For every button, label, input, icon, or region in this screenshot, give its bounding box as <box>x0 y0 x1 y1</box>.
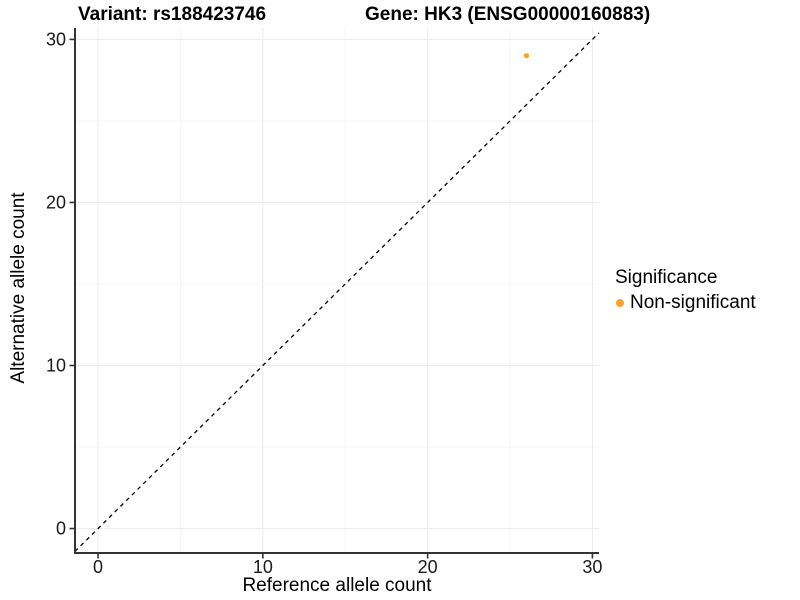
plot-title-gene: Gene: HK3 (ENSG00000160883) <box>365 4 651 25</box>
legend-title: Significance <box>615 267 718 288</box>
legend-point-icon <box>616 299 624 307</box>
x-axis-title: Reference allele count <box>242 575 432 596</box>
y-axis-title: Alternative allele count <box>8 192 29 384</box>
x-tick-label: 30 <box>582 557 602 577</box>
legend: Significance Non-significant <box>613 267 756 314</box>
data-point <box>523 53 530 59</box>
plot-title-variant: Variant: rs188423746 <box>78 4 267 25</box>
x-tick-label: 0 <box>93 557 103 577</box>
y-tick-label: 20 <box>46 192 66 212</box>
y-tick-label: 0 <box>56 519 66 539</box>
y-tick-label: 30 <box>46 29 66 49</box>
x-tick-label: 10 <box>253 557 273 577</box>
identity-dashed-line <box>74 32 600 552</box>
y-tick-label: 10 <box>46 356 66 376</box>
legend-item-label: Non-significant <box>630 292 756 313</box>
x-tick-label: 20 <box>418 557 438 577</box>
legend-item: Non-significant <box>613 292 756 314</box>
